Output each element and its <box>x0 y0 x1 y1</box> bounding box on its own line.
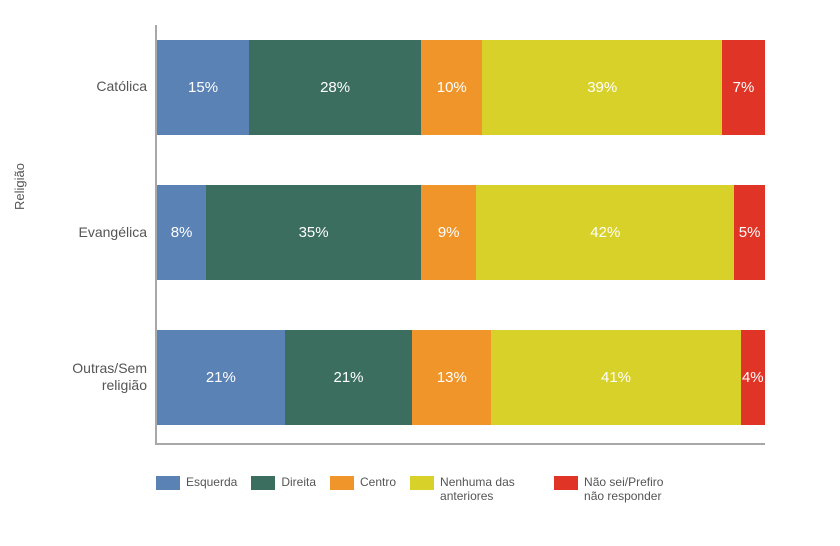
bar-segment: 4% <box>741 330 765 425</box>
bar-segment: 7% <box>722 40 765 135</box>
y-axis-title: Religião <box>12 163 27 210</box>
legend-item: Centro <box>330 475 396 504</box>
bar-segment: 8% <box>157 185 206 280</box>
legend-swatch <box>156 476 180 490</box>
bar-segment: 35% <box>206 185 421 280</box>
bar-segment: 13% <box>412 330 491 425</box>
bar-row: 21%21%13%41%4% <box>157 330 765 425</box>
bar-segment: 21% <box>285 330 413 425</box>
legend-swatch <box>251 476 275 490</box>
legend-label: Direita <box>281 475 316 489</box>
legend-item: Direita <box>251 475 316 504</box>
bar-segment: 15% <box>157 40 249 135</box>
legend-label: Nenhuma das anteriores <box>440 475 540 504</box>
legend-swatch <box>410 476 434 490</box>
legend: Esquerda Direita Centro Nenhuma das anterio… <box>0 475 840 504</box>
plot-area: 15%28%10%39%7% 8%35%9%42%5% 21%21%13%41%… <box>155 25 765 445</box>
legend-item: Não sei/Prefiro não responder <box>554 475 684 504</box>
category-label: Outras/Sem religião <box>42 360 147 394</box>
bar-row: 15%28%10%39%7% <box>157 40 765 135</box>
bar-segment: 9% <box>421 185 476 280</box>
category-label: Evangélica <box>42 224 147 241</box>
legend-label: Centro <box>360 475 396 489</box>
legend-swatch <box>554 476 578 490</box>
bar-segment: 10% <box>421 40 482 135</box>
legend-item: Esquerda <box>156 475 237 504</box>
legend-item: Nenhuma das anteriores <box>410 475 540 504</box>
bar-segment: 42% <box>476 185 734 280</box>
legend-swatch <box>330 476 354 490</box>
legend-label: Não sei/Prefiro não responder <box>584 475 684 504</box>
bar-segment: 21% <box>157 330 285 425</box>
stacked-bar-chart: Religião Católica Evangélica Outras/Sem … <box>0 0 840 546</box>
bar-row: 8%35%9%42%5% <box>157 185 765 280</box>
bar-segment: 5% <box>734 185 765 280</box>
category-label: Católica <box>42 78 147 95</box>
bar-segment: 28% <box>249 40 421 135</box>
legend-label: Esquerda <box>186 475 237 489</box>
bar-segment: 41% <box>491 330 740 425</box>
bar-segment: 39% <box>482 40 722 135</box>
